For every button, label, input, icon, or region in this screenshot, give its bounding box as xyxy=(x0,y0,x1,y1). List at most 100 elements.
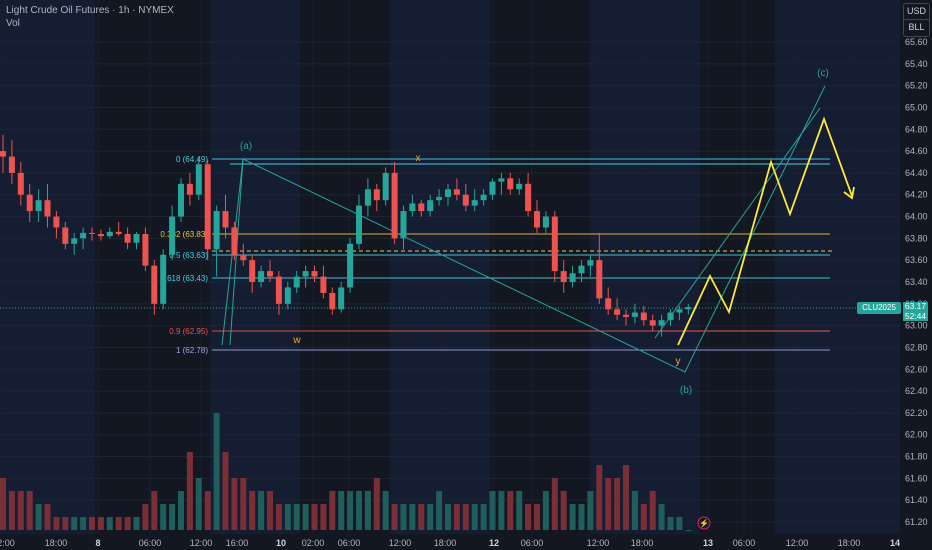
volume-bar xyxy=(685,530,692,531)
price-tick: 62.00 xyxy=(905,430,928,440)
price-tick: 61.40 xyxy=(905,495,928,505)
time-tick: 18:00 xyxy=(631,538,654,548)
volume-bar xyxy=(186,452,193,530)
volume-bar xyxy=(596,465,603,530)
volume-bar xyxy=(213,413,220,530)
volume-bar xyxy=(676,517,683,530)
chart-legend: Light Crude Oil Futures · 1h · NYMEX Vol xyxy=(6,4,174,30)
volume-bar xyxy=(320,504,327,530)
candle-body xyxy=(569,273,576,282)
candle-body xyxy=(427,200,434,212)
candle-body xyxy=(142,234,149,266)
unit-bll[interactable]: BLL xyxy=(908,22,925,32)
volume-bar xyxy=(124,517,131,530)
price-axis[interactable]: 65.60 65.40 65.20 65.00 64.80 64.60 64.40 64.20… xyxy=(905,37,928,527)
candle-body xyxy=(80,232,87,239)
price-tick: 63.80 xyxy=(905,233,928,243)
time-tick: 14 xyxy=(890,538,900,548)
candle-body xyxy=(445,189,451,197)
volume-bar xyxy=(302,504,309,530)
currency-separator xyxy=(904,19,929,20)
volume-bar xyxy=(169,504,176,530)
price-tick: 64.40 xyxy=(905,168,928,178)
volume-bar xyxy=(222,452,229,530)
volume-bar xyxy=(80,517,87,530)
volume-bar xyxy=(498,491,505,530)
volume-bar xyxy=(631,491,638,530)
candle-body xyxy=(338,287,345,310)
time-tick: 8 xyxy=(95,538,100,548)
candle-body xyxy=(302,271,309,277)
volume-bar xyxy=(605,478,612,530)
volume-bar xyxy=(115,517,122,530)
channel-line xyxy=(654,107,821,339)
volume-bar xyxy=(106,517,113,530)
volume-bar xyxy=(364,491,371,530)
session-band xyxy=(590,0,700,534)
candle-body xyxy=(364,189,371,206)
price-tick: 62.20 xyxy=(905,408,928,418)
session-bands xyxy=(0,0,900,534)
volume-bar xyxy=(89,517,95,530)
volume-bar xyxy=(445,504,451,530)
candle-body xyxy=(391,172,398,239)
candle-body xyxy=(213,211,220,250)
candle-body xyxy=(471,200,478,206)
volume-bar xyxy=(534,504,540,530)
volume-bar xyxy=(418,504,425,530)
candle-body xyxy=(436,196,443,201)
volume-bar xyxy=(284,504,291,530)
candle-body xyxy=(560,271,567,282)
volume-bar xyxy=(667,517,674,530)
volume-bar xyxy=(587,491,594,530)
price-tick: 64.00 xyxy=(905,212,928,222)
volume-bar xyxy=(356,491,362,530)
candle-body xyxy=(8,156,15,173)
candle-body xyxy=(418,203,425,212)
candle-body xyxy=(115,231,122,234)
candle-body xyxy=(320,276,327,293)
price-tick: 64.60 xyxy=(905,146,928,156)
price-tick: 64.20 xyxy=(905,190,928,200)
volume-bars xyxy=(0,413,692,531)
candle-body xyxy=(53,216,60,228)
time-tick: 12:00 xyxy=(587,538,610,548)
price-tick: 65.40 xyxy=(905,59,928,69)
currency-usd[interactable]: USD xyxy=(906,6,926,16)
candle-body xyxy=(658,320,665,326)
fib-label: 0.9 (62.95) xyxy=(169,327,208,336)
volume-bar xyxy=(26,491,33,530)
volume-bar xyxy=(373,478,380,530)
currency-selector[interactable]: USD BLL xyxy=(903,3,930,37)
candle-body xyxy=(97,234,104,237)
volume-bar xyxy=(569,504,576,530)
session-band xyxy=(775,0,900,534)
volume-bar xyxy=(249,491,256,530)
candle-body xyxy=(204,164,211,250)
fib-label: 0.382 (63.83) xyxy=(160,230,208,239)
candle-body xyxy=(311,271,318,277)
volume-bar xyxy=(53,517,60,530)
volume-bar xyxy=(400,504,407,530)
candle-body xyxy=(62,227,69,244)
volume-bar xyxy=(542,491,549,530)
candle-body xyxy=(356,205,362,244)
time-tick: 06:00 xyxy=(733,538,756,548)
volume-bar xyxy=(409,504,416,530)
candle-body xyxy=(578,265,585,274)
volume-bar xyxy=(471,504,478,530)
candle-body xyxy=(275,276,282,304)
wave-label-a: (a) xyxy=(240,141,252,152)
time-tick: 12:00 xyxy=(190,538,213,548)
candle-body xyxy=(542,216,549,228)
candle-body xyxy=(231,227,238,255)
time-axis[interactable]: 2:00 18:00 8 06:00 12:00 16:00 10 02:00 06:00 12:… xyxy=(0,538,900,548)
volume-label: Vol xyxy=(6,18,20,29)
time-tick: 18:00 xyxy=(45,538,68,548)
volume-bar xyxy=(231,478,238,530)
candle-body xyxy=(44,200,51,217)
volume-bar xyxy=(151,491,158,530)
wave-projection[interactable] xyxy=(677,116,855,346)
fib-retracement[interactable]: 0 (64.49) 0.382 (63.83) 0.5 (63.63) 0.618 (… xyxy=(0,155,900,355)
